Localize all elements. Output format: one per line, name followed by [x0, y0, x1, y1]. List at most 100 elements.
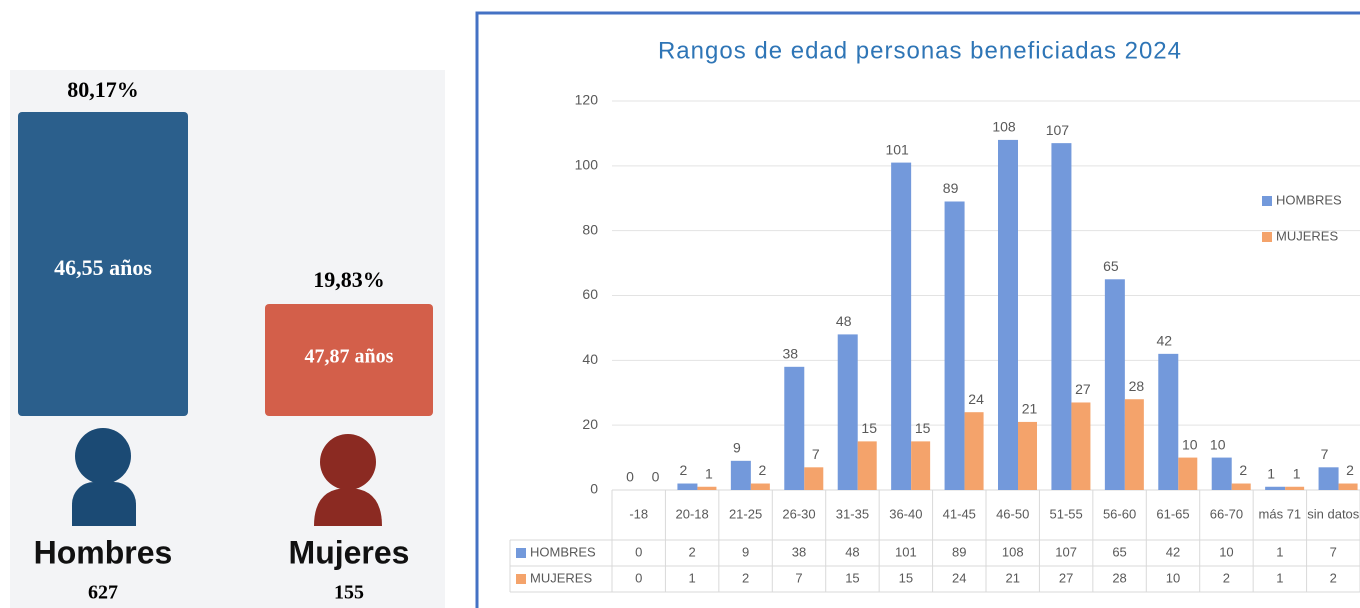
table-row-label: MUJERES: [530, 570, 592, 585]
bar: [1265, 486, 1286, 490]
bar: [804, 467, 824, 490]
bar: [837, 334, 858, 490]
men-age: 46,55 años: [54, 255, 152, 280]
x-tick-label: 21-25: [729, 506, 762, 521]
bar: [1338, 483, 1358, 490]
men-icon-base: [72, 505, 136, 526]
x-tick-label: 61-65: [1156, 506, 1189, 521]
data-label: 2: [680, 462, 688, 478]
table-cell: 9: [742, 544, 749, 559]
x-tick-label: 41-45: [943, 506, 976, 521]
data-label: 1: [1293, 465, 1301, 481]
table-cell: 2: [1330, 570, 1337, 585]
bar: [1124, 399, 1144, 490]
data-label: 65: [1103, 258, 1119, 274]
data-label: 24: [968, 391, 984, 407]
table-cell: 1: [1276, 544, 1283, 559]
data-label: 2: [1239, 462, 1247, 478]
data-label: 42: [1156, 333, 1172, 349]
table-cell: 48: [845, 544, 859, 559]
data-label: 1: [1267, 465, 1275, 481]
bar: [1178, 457, 1198, 490]
table-cell: 7: [795, 570, 802, 585]
bar: [1104, 279, 1125, 490]
women-box: [265, 304, 433, 416]
bar: [1318, 467, 1339, 490]
women-icon-head: [320, 434, 376, 490]
x-tick-label: 31-35: [836, 506, 869, 521]
data-label: 108: [992, 119, 1016, 135]
bar: [677, 483, 698, 490]
table-cell: 89: [952, 544, 966, 559]
data-label: 7: [812, 446, 820, 462]
bar: [964, 412, 984, 490]
x-tick-label: 56-60: [1103, 506, 1136, 521]
table-cell: 28: [1112, 570, 1126, 585]
bar: [1018, 421, 1037, 490]
table-row-label: HOMBRES: [530, 544, 596, 559]
y-tick-label: 40: [582, 351, 598, 367]
table-cell: 2: [689, 544, 696, 559]
data-label: 21: [1022, 401, 1038, 417]
bar: [1231, 483, 1251, 490]
data-label: 15: [861, 420, 877, 436]
table-cell: 0: [635, 570, 642, 585]
bar: [1158, 353, 1179, 490]
y-tick-label: 0: [590, 481, 598, 497]
women-age: 47,87 años: [305, 346, 394, 368]
table-cell: 65: [1112, 544, 1126, 559]
bar: [1211, 457, 1232, 490]
bar: [750, 483, 770, 490]
y-tick-label: 60: [582, 286, 598, 302]
x-tick-label: sin datos: [1307, 506, 1360, 521]
table-cell: 1: [1276, 570, 1283, 585]
men-percent: 80,17%: [67, 77, 139, 102]
y-tick-label: 100: [575, 157, 599, 173]
table-cell: 2: [742, 570, 749, 585]
table-cell: 1: [689, 570, 696, 585]
table-legend-key: [516, 574, 526, 584]
data-label: 10: [1182, 436, 1198, 452]
table-cell: 108: [1002, 544, 1024, 559]
data-label: 2: [758, 462, 766, 478]
x-tick-label: más 71: [1259, 506, 1302, 521]
table-cell: 38: [792, 544, 806, 559]
data-label: 107: [1046, 122, 1070, 138]
data-label: 48: [836, 313, 852, 329]
bar: [1051, 143, 1072, 490]
women-percent: 19,83%: [313, 267, 385, 292]
bar: [998, 139, 1018, 490]
bar: [891, 162, 912, 490]
data-label: 15: [915, 420, 931, 436]
bar: [784, 366, 805, 490]
table-cell: 0: [635, 544, 642, 559]
data-label: 9: [733, 440, 741, 456]
bar: [1285, 486, 1305, 490]
men-count: 627: [88, 582, 118, 604]
table-cell: 7: [1330, 544, 1337, 559]
data-label: 38: [782, 346, 798, 362]
data-label: 89: [943, 180, 959, 196]
x-tick-label: 66-70: [1210, 506, 1243, 521]
data-label: 28: [1129, 378, 1145, 394]
data-label: 2: [1346, 462, 1354, 478]
data-label: 1: [705, 465, 713, 481]
table-cell: 107: [1055, 544, 1077, 559]
bar: [1071, 402, 1091, 490]
men-label: Hombres: [34, 534, 173, 570]
table-cell: 2: [1223, 570, 1230, 585]
x-tick-label: 46-50: [996, 506, 1029, 521]
bar: [857, 441, 877, 490]
legend-key: [1262, 196, 1272, 206]
data-label: 10: [1210, 436, 1226, 452]
legend-label: MUJERES: [1276, 228, 1338, 243]
data-label: 0: [652, 469, 660, 485]
data-label: 7: [1321, 446, 1329, 462]
table-cell: 15: [899, 570, 913, 585]
y-tick-label: 20: [582, 416, 598, 432]
women-label: Mujeres: [289, 534, 410, 570]
table-cell: 15: [845, 570, 859, 585]
table-cell: 42: [1166, 544, 1180, 559]
chart-title: Rangos de edad personas beneficiadas 202…: [658, 37, 1182, 64]
